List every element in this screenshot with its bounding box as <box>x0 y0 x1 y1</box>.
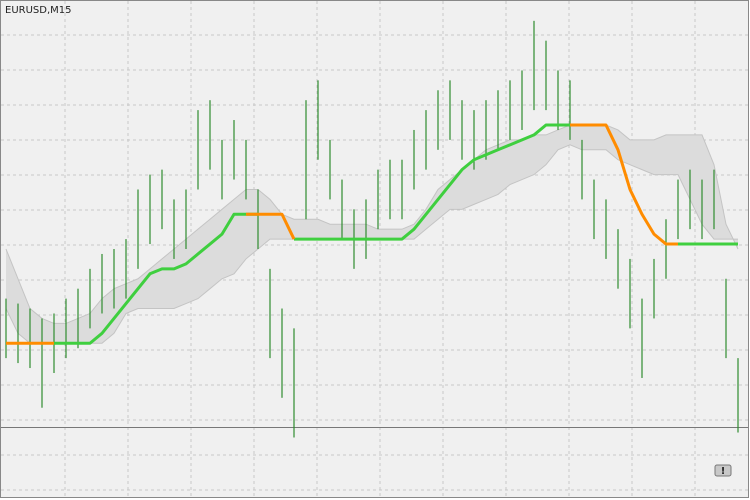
alert-label[interactable]: ! <box>721 466 726 477</box>
symbol-label: EURUSD,M15 <box>5 5 71 16</box>
cloud-fill <box>6 125 738 344</box>
trend-line <box>54 212 258 345</box>
trend-line <box>294 123 570 241</box>
cloud-upper <box>5 124 739 324</box>
trend-line <box>246 212 296 240</box>
trend-line <box>570 123 678 246</box>
marks <box>1 20 748 438</box>
alert-icon[interactable] <box>714 464 732 477</box>
